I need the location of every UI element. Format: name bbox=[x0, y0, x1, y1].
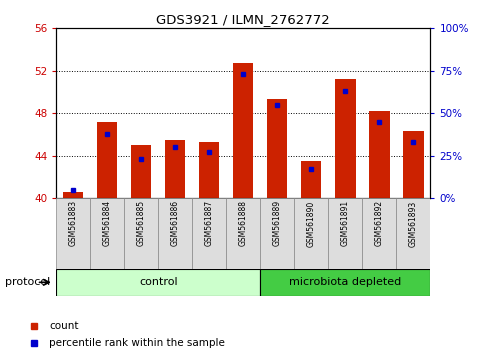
Text: GSM561890: GSM561890 bbox=[306, 200, 315, 247]
Bar bbox=[56, 269, 260, 296]
Text: percentile rank within the sample: percentile rank within the sample bbox=[49, 338, 224, 348]
Text: GSM561885: GSM561885 bbox=[137, 200, 145, 246]
Title: GDS3921 / ILMN_2762772: GDS3921 / ILMN_2762772 bbox=[156, 13, 329, 26]
Text: count: count bbox=[49, 321, 78, 331]
Bar bbox=[63, 192, 83, 198]
Text: GSM561884: GSM561884 bbox=[102, 200, 112, 246]
Text: protocol: protocol bbox=[5, 277, 50, 287]
Bar bbox=[226, 198, 260, 269]
Bar bbox=[402, 131, 423, 198]
Bar bbox=[368, 111, 389, 198]
Bar bbox=[192, 198, 226, 269]
Bar bbox=[90, 198, 124, 269]
Bar bbox=[158, 198, 192, 269]
Bar bbox=[131, 145, 151, 198]
Bar bbox=[165, 140, 185, 198]
Bar bbox=[124, 198, 158, 269]
Text: GSM561891: GSM561891 bbox=[340, 200, 349, 246]
Bar bbox=[294, 198, 327, 269]
Text: GSM561883: GSM561883 bbox=[69, 200, 78, 246]
Bar bbox=[301, 161, 321, 198]
Text: GSM561893: GSM561893 bbox=[408, 200, 417, 247]
Bar bbox=[266, 99, 287, 198]
Bar bbox=[233, 63, 253, 198]
Text: GSM561886: GSM561886 bbox=[170, 200, 180, 246]
Text: GSM561887: GSM561887 bbox=[204, 200, 213, 246]
Bar bbox=[260, 269, 429, 296]
Text: GSM561888: GSM561888 bbox=[238, 200, 247, 246]
Bar bbox=[56, 198, 90, 269]
Bar bbox=[327, 198, 362, 269]
Text: control: control bbox=[139, 277, 177, 287]
Text: GSM561889: GSM561889 bbox=[272, 200, 281, 246]
Text: GSM561892: GSM561892 bbox=[374, 200, 383, 246]
Text: microbiota depleted: microbiota depleted bbox=[288, 277, 401, 287]
Bar bbox=[97, 122, 117, 198]
Bar bbox=[395, 198, 429, 269]
Bar bbox=[362, 198, 395, 269]
Bar bbox=[260, 198, 294, 269]
Bar bbox=[199, 142, 219, 198]
Bar bbox=[334, 79, 355, 198]
